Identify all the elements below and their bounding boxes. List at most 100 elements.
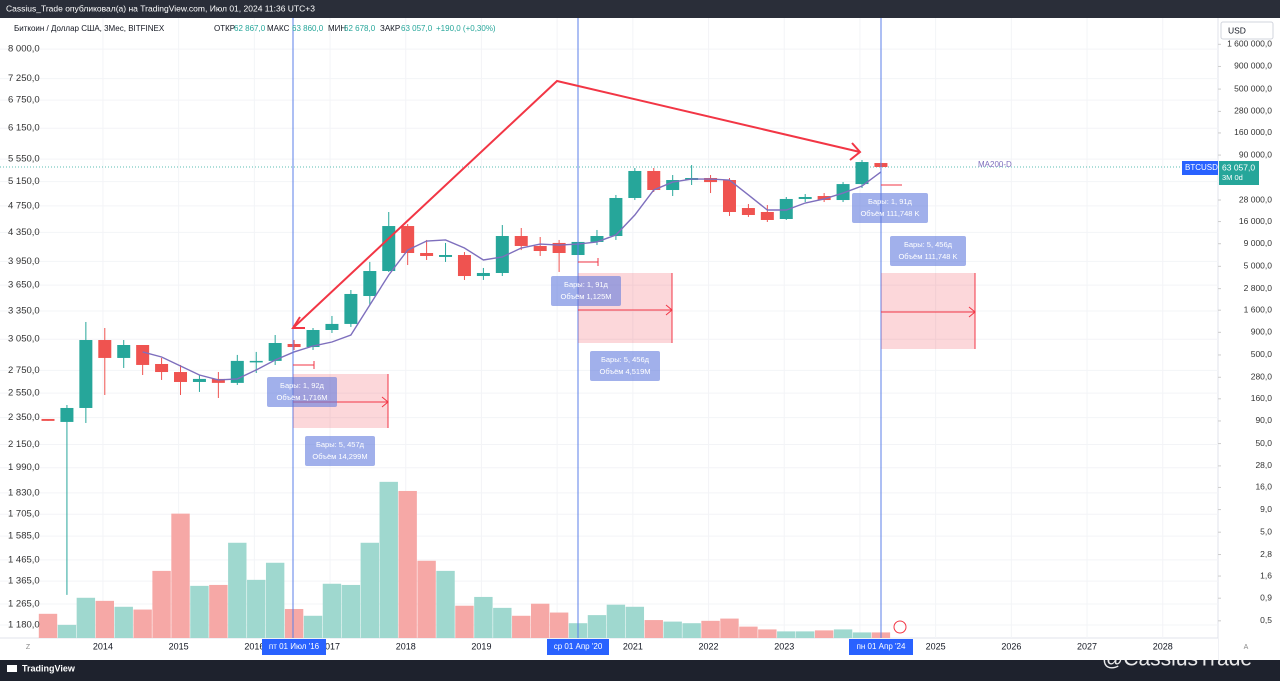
trend-arrow xyxy=(292,79,861,329)
candle-body xyxy=(79,340,93,408)
auto-button[interactable]: A xyxy=(1244,644,1249,651)
y-tick-label: 1 365,0 xyxy=(8,576,40,587)
candle-body xyxy=(514,236,528,246)
y-tick-label: 5 550,0 xyxy=(8,154,40,165)
y2-tick-label: 900,0 xyxy=(1251,327,1273,337)
y-tick-label: 1 465,0 xyxy=(8,554,40,565)
candle-body xyxy=(344,293,358,324)
volume-bar xyxy=(57,624,77,638)
volume-bar xyxy=(322,583,342,638)
ma-line xyxy=(142,171,882,381)
candle-body xyxy=(155,363,169,373)
candle-body xyxy=(779,198,793,220)
high-label: МАКС xyxy=(267,24,290,33)
arrow-head xyxy=(849,142,862,161)
y2-tick-label: 16,0 xyxy=(1255,482,1272,492)
range-box xyxy=(881,273,975,349)
volume-bar xyxy=(512,615,531,638)
candle-body xyxy=(590,236,604,242)
y-tick-label: 1 265,0 xyxy=(8,599,40,610)
y2-tick-label: 5 000,0 xyxy=(1244,261,1273,271)
date-label: ср 01 Апр '20 xyxy=(554,642,603,651)
volume-bar xyxy=(682,623,701,638)
volume-bar xyxy=(549,612,569,638)
event-icon[interactable] xyxy=(893,620,907,634)
y2-tick-label: 280 000,0 xyxy=(1234,106,1272,116)
close-value: 63 057,0 xyxy=(401,24,433,33)
y2-tick-label: 9 000,0 xyxy=(1244,238,1273,248)
measure-volume: Объём 1,716M xyxy=(277,393,328,402)
price-badge xyxy=(1219,161,1259,185)
volume-bar xyxy=(436,570,455,638)
candle-body xyxy=(704,177,718,183)
candle-body xyxy=(760,212,774,220)
volume-bar xyxy=(133,609,152,638)
measure-box xyxy=(305,436,375,466)
volume-bar xyxy=(417,560,436,638)
measure-bars: Бары: 5, 457д xyxy=(316,440,365,449)
ticker: BTCUSD xyxy=(1185,163,1218,172)
candle-body xyxy=(60,407,74,422)
y2-tick-label: 160,0 xyxy=(1251,393,1273,403)
volume-bar xyxy=(720,618,739,638)
y2-tick-label: 2,8 xyxy=(1260,549,1272,559)
logo-icon xyxy=(7,665,17,672)
y-tick-label: 2 150,0 xyxy=(8,439,40,450)
measure-volume: Объём 1,125M xyxy=(561,292,612,301)
y2-tick-label: 160 000,0 xyxy=(1234,127,1272,137)
measure-bars: Бары: 1, 91д xyxy=(868,197,913,206)
y-tick-label: 2 750,0 xyxy=(8,365,40,376)
y-tick-label: 2 550,0 xyxy=(8,388,40,399)
candle-body xyxy=(420,253,434,256)
candle-body xyxy=(722,180,736,213)
measure-volume: Объём 111,748 K xyxy=(860,209,919,218)
volume-bar xyxy=(625,606,645,638)
candle-body xyxy=(476,272,490,277)
volume-bar xyxy=(303,615,323,638)
volume-bar xyxy=(777,631,796,638)
y-tick-label: 3 950,0 xyxy=(8,256,40,267)
volume-bar xyxy=(474,596,493,638)
y-tick-label: 8 000,0 xyxy=(8,44,40,55)
measure-box xyxy=(267,377,337,407)
candle-body xyxy=(741,208,755,215)
legend: Биткоин / Доллар США, 3Мес, BITFINEX ОТК… xyxy=(14,24,496,33)
change: +190,0 (+0,30%) xyxy=(436,24,496,33)
candle-body xyxy=(533,245,547,252)
y2-tick-label: 2 800,0 xyxy=(1244,283,1273,293)
measure-box xyxy=(852,193,928,223)
date-badge xyxy=(547,639,609,655)
y2-tick-label: 1,6 xyxy=(1260,570,1272,580)
zoom-button[interactable]: Z xyxy=(26,644,31,651)
volume-bar xyxy=(190,585,209,638)
candle-body xyxy=(192,378,206,382)
low-value: 62 678,0 xyxy=(344,24,376,33)
measure-volume: Объём 111,748 K xyxy=(898,252,957,261)
date-badge xyxy=(849,639,913,655)
close-label: ЗАКР xyxy=(380,24,400,33)
volume-bar xyxy=(360,542,380,638)
y2-tick-label: 50,0 xyxy=(1255,438,1272,448)
ticker-badge xyxy=(1182,161,1218,175)
volume-bar xyxy=(171,513,190,638)
currency-box[interactable] xyxy=(1220,21,1274,40)
low-label: МИН xyxy=(328,24,346,33)
open-label: ОТКР xyxy=(214,24,235,33)
volume-bar xyxy=(284,608,304,638)
candle-body xyxy=(249,360,263,363)
price-axis xyxy=(1218,18,1280,660)
volume-bar xyxy=(76,597,96,638)
y-tick-label: 1 830,0 xyxy=(8,487,40,498)
date-label: пт 01 Июл '16 xyxy=(269,642,320,651)
ma-label: MA200-D xyxy=(978,160,1012,169)
measure-bars: Бары: 5, 456д xyxy=(601,355,650,364)
date-badge xyxy=(262,639,326,655)
candle-body xyxy=(495,236,509,273)
x-tick-label: 2019 xyxy=(471,641,491,651)
y2-tick-label: 28,0 xyxy=(1255,460,1272,470)
volume-bar xyxy=(247,579,266,638)
x-tick-label: 2027 xyxy=(1077,641,1097,651)
last-price: 63 057,0 xyxy=(1222,162,1255,172)
watermark: @CassiusTrade xyxy=(1102,648,1252,671)
